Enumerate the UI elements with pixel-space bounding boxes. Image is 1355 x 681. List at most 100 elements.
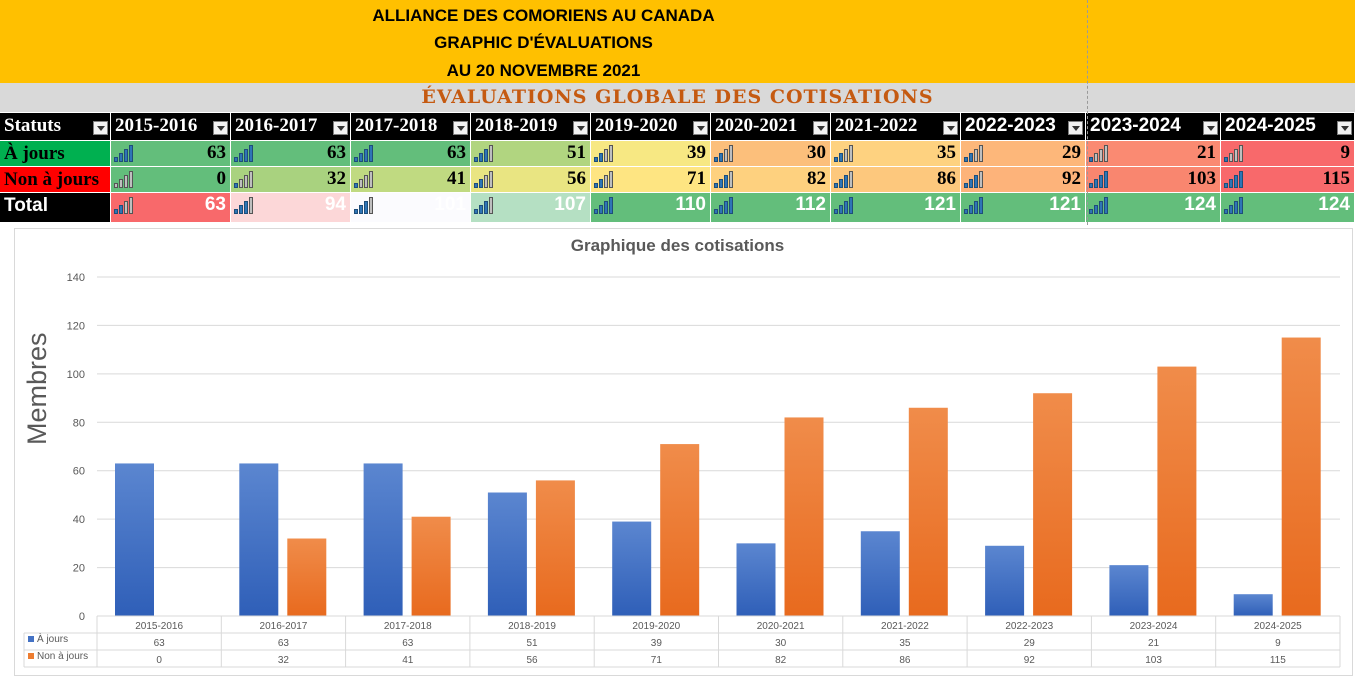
value-cell[interactable]: 39 xyxy=(591,141,711,167)
value-cell[interactable]: 92 xyxy=(961,167,1086,193)
signal-bars-icon xyxy=(834,145,854,162)
value-cell[interactable]: 32 xyxy=(231,167,351,193)
header-statuts: Statuts xyxy=(0,113,111,140)
x-tick-label: 2016-2017 xyxy=(260,621,308,632)
data-label: 30 xyxy=(775,638,787,649)
filter-dropdown-icon[interactable] xyxy=(93,121,108,135)
filter-dropdown-icon[interactable] xyxy=(573,121,588,135)
row-label-cell: À jours xyxy=(0,141,111,167)
report-title: GRAPHIC D'ÉVALUATIONS xyxy=(434,33,653,52)
value-cell[interactable]: 115 xyxy=(1221,167,1355,193)
value-cell[interactable]: 63 xyxy=(351,141,471,167)
value-cell[interactable]: 112 xyxy=(711,193,831,223)
value-cell[interactable]: 30 xyxy=(711,141,831,167)
signal-bars-icon xyxy=(714,145,734,162)
x-tick-label: 2020-2021 xyxy=(757,621,805,632)
value-number: 9 xyxy=(1340,142,1351,163)
header-label: 2016-2017 xyxy=(235,115,318,136)
filter-dropdown-icon[interactable] xyxy=(333,121,348,135)
chart-title: Graphique des cotisations xyxy=(570,236,785,255)
value-cell[interactable]: 21 xyxy=(1086,141,1221,167)
value-cell[interactable]: 56 xyxy=(471,167,591,193)
x-tick-label: 2017-2018 xyxy=(384,621,432,632)
value-number: 63 xyxy=(207,142,226,163)
data-label: 103 xyxy=(1145,655,1162,666)
header-label: 2018-2019 xyxy=(475,115,558,136)
value-number: 82 xyxy=(807,168,826,189)
bar-non-a-jours xyxy=(1033,393,1073,616)
value-cell[interactable]: 35 xyxy=(831,141,961,167)
value-cell[interactable]: 71 xyxy=(591,167,711,193)
signal-bars-icon xyxy=(1089,171,1109,188)
data-label: 39 xyxy=(651,638,663,649)
value-number: 21 xyxy=(1197,142,1216,163)
value-cell[interactable]: 103 xyxy=(1086,167,1221,193)
row-label: Non à jours xyxy=(4,169,100,190)
value-cell[interactable]: 63 xyxy=(231,141,351,167)
value-cell[interactable]: 63 xyxy=(111,141,231,167)
bar-non-a-jours xyxy=(908,407,948,616)
value-cell[interactable]: 41 xyxy=(351,167,471,193)
value-cell[interactable]: 124 xyxy=(1221,193,1355,223)
header-year: 2022-2023 xyxy=(961,113,1086,140)
signal-bars-icon xyxy=(1224,145,1244,162)
value-cell[interactable]: 9 xyxy=(1221,141,1355,167)
data-label: 51 xyxy=(526,638,538,649)
filter-dropdown-icon[interactable] xyxy=(213,121,228,135)
bar-non-a-jours xyxy=(287,538,327,616)
filter-dropdown-icon[interactable] xyxy=(1337,121,1352,135)
value-number: 39 xyxy=(687,142,706,163)
signal-bars-icon xyxy=(474,145,494,162)
bar-a-jours xyxy=(1109,565,1149,616)
value-number: 121 xyxy=(924,194,956,215)
value-cell[interactable]: 110 xyxy=(591,193,711,223)
header-year: 2018-2019 xyxy=(471,113,591,140)
filter-dropdown-icon[interactable] xyxy=(943,121,958,135)
section-header: ÉVALUATIONS GLOBALE DES COTISATIONS xyxy=(0,83,1355,112)
signal-bars-icon xyxy=(594,171,614,188)
value-number: 30 xyxy=(807,142,826,163)
value-cell[interactable]: 124 xyxy=(1086,193,1221,223)
y-tick-label: 40 xyxy=(73,514,85,526)
filter-dropdown-icon[interactable] xyxy=(1068,121,1083,135)
value-number: 107 xyxy=(554,194,586,215)
header-label: 2019-2020 xyxy=(595,115,678,136)
signal-bars-icon xyxy=(834,197,854,214)
value-cell[interactable]: 121 xyxy=(831,193,961,223)
value-cell[interactable]: 82 xyxy=(711,167,831,193)
value-cell[interactable]: 94 xyxy=(231,193,351,223)
signal-bars-icon xyxy=(594,145,614,162)
value-cell[interactable]: 86 xyxy=(831,167,961,193)
value-cell[interactable]: 121 xyxy=(961,193,1086,223)
x-tick-label: 2024-2025 xyxy=(1254,621,1302,632)
signal-bars-icon xyxy=(834,171,854,188)
x-tick-label: 2018-2019 xyxy=(508,621,556,632)
bar-a-jours xyxy=(736,543,776,616)
filter-dropdown-icon[interactable] xyxy=(693,121,708,135)
signal-bars-icon xyxy=(234,171,254,188)
row-label: À jours xyxy=(4,143,65,164)
data-label: 41 xyxy=(402,655,414,666)
header-year: 2023-2024 xyxy=(1086,113,1221,140)
y-tick-label: 80 xyxy=(73,417,85,429)
signal-bars-icon xyxy=(354,197,374,214)
filter-dropdown-icon[interactable] xyxy=(453,121,468,135)
signal-bars-icon xyxy=(1089,197,1109,214)
value-cell[interactable]: 0 xyxy=(111,167,231,193)
filter-dropdown-icon[interactable] xyxy=(813,121,828,135)
value-cell[interactable]: 51 xyxy=(471,141,591,167)
bar-non-a-jours xyxy=(1157,366,1197,616)
y-tick-label: 120 xyxy=(67,320,85,332)
value-cell[interactable]: 29 xyxy=(961,141,1086,167)
header-year: 2024-2025 xyxy=(1221,113,1355,140)
bar-a-jours xyxy=(985,545,1025,616)
value-number: 92 xyxy=(1062,168,1081,189)
value-cell[interactable]: 101 xyxy=(351,193,471,223)
signal-bars-icon xyxy=(474,171,494,188)
value-cell[interactable]: 107 xyxy=(471,193,591,223)
value-number: 63 xyxy=(327,142,346,163)
filter-dropdown-icon[interactable] xyxy=(1203,121,1218,135)
value-cell[interactable]: 63 xyxy=(111,193,231,223)
signal-bars-icon xyxy=(354,171,374,188)
bar-a-jours xyxy=(363,463,403,616)
